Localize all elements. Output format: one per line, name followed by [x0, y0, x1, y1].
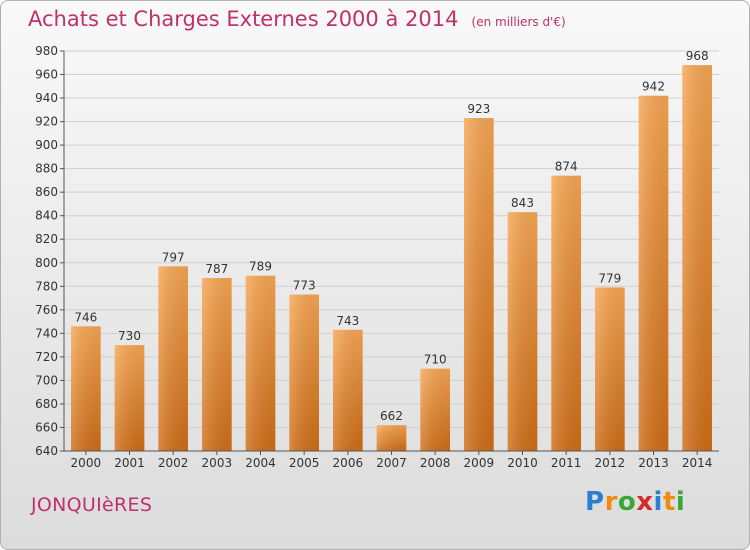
data-label: 787: [205, 262, 228, 276]
data-label: 797: [162, 250, 185, 264]
y-tick-label: 840: [35, 209, 58, 223]
y-tick-label: 920: [35, 115, 58, 129]
x-tick-label: 2011: [551, 456, 582, 470]
x-tick-label: 2002: [158, 456, 189, 470]
bar-shade: [420, 368, 451, 451]
brand-letter: i: [653, 487, 663, 517]
y-tick-label: 760: [35, 303, 58, 317]
y-tick-label: 700: [35, 373, 58, 387]
bars: [70, 65, 713, 452]
brand-logo: Proxiti: [585, 487, 685, 517]
y-tick-label: 740: [35, 326, 58, 340]
y-tick-label: 900: [35, 138, 58, 152]
y-tick-label: 780: [35, 279, 58, 293]
data-label: 942: [642, 80, 665, 94]
bar-shade: [70, 326, 101, 451]
data-label: 968: [686, 49, 709, 63]
x-tick-label: 2003: [202, 456, 233, 470]
y-tick-label: 860: [35, 185, 58, 199]
x-tick-label: 2012: [595, 456, 626, 470]
data-label: 843: [511, 196, 534, 210]
brand-letter: i: [675, 487, 686, 517]
y-tick-label: 940: [35, 91, 58, 105]
x-tick-label: 2001: [114, 456, 145, 470]
data-label: 779: [598, 271, 621, 285]
axes: 640 660 680 700 720 740 760 780 800 820 840 860 880 9…: [35, 44, 719, 470]
chart-title: Achats et Charges Externes 2000 à 2014: [28, 7, 459, 31]
x-tick-label: 2005: [289, 456, 320, 470]
bar-shade: [158, 266, 189, 451]
bar-shade: [507, 212, 538, 451]
data-label: 746: [74, 310, 97, 324]
chart-subtitle: (en milliers d'€): [471, 15, 566, 29]
x-tick-label: 2004: [245, 456, 276, 470]
x-tick-label: 2014: [682, 456, 713, 470]
data-label: 710: [424, 353, 447, 367]
bar-shade: [289, 294, 320, 451]
data-label: 874: [555, 160, 578, 174]
y-tick-label: 800: [35, 256, 58, 270]
bar-shade: [245, 275, 276, 451]
y-tick-label: 720: [35, 350, 58, 364]
x-tick-label: 2008: [420, 456, 451, 470]
y-tick-label: 680: [35, 397, 58, 411]
bar-shade: [682, 65, 713, 451]
bar-shade: [376, 425, 407, 451]
brand-letter: P: [585, 487, 605, 517]
x-tick-label: 2009: [464, 456, 495, 470]
bar-shade: [551, 175, 582, 452]
data-label: 773: [293, 279, 316, 293]
x-tick-label: 2010: [507, 456, 538, 470]
bar-shade: [594, 287, 625, 451]
bar-shade: [332, 329, 363, 451]
brand-letter: o: [617, 487, 637, 517]
y-tick-label: 880: [35, 162, 58, 176]
brand-letter: x: [636, 487, 654, 517]
x-tick-label: 2007: [376, 456, 407, 470]
y-tick-label: 820: [35, 232, 58, 246]
y-tick-label: 660: [35, 420, 58, 434]
bar-shade: [463, 118, 494, 451]
x-tick-label: 2000: [71, 456, 102, 470]
brand-letter: r: [604, 487, 618, 517]
x-tick-label: 2006: [333, 456, 364, 470]
brand-letter: t: [662, 487, 676, 517]
data-label: 789: [249, 260, 272, 274]
y-tick-label: 640: [35, 444, 58, 458]
y-tick-label: 960: [35, 68, 58, 82]
title-row: Achats et Charges Externes 2000 à 2014 (…: [28, 7, 566, 31]
data-label: 923: [467, 102, 490, 116]
data-label: 743: [336, 314, 359, 328]
data-labels: 746 730 797 787 789 773 743 662 710 923 843 874 779 9…: [74, 49, 708, 423]
bar-shade: [638, 95, 669, 452]
commune-name: JONQUIèRES: [31, 494, 153, 516]
y-tick-label: 980: [35, 44, 58, 58]
bar-shade: [201, 278, 232, 451]
bar-shade: [114, 345, 145, 451]
x-tick-label: 2013: [638, 456, 669, 470]
data-label: 730: [118, 329, 141, 343]
data-label: 662: [380, 409, 403, 423]
